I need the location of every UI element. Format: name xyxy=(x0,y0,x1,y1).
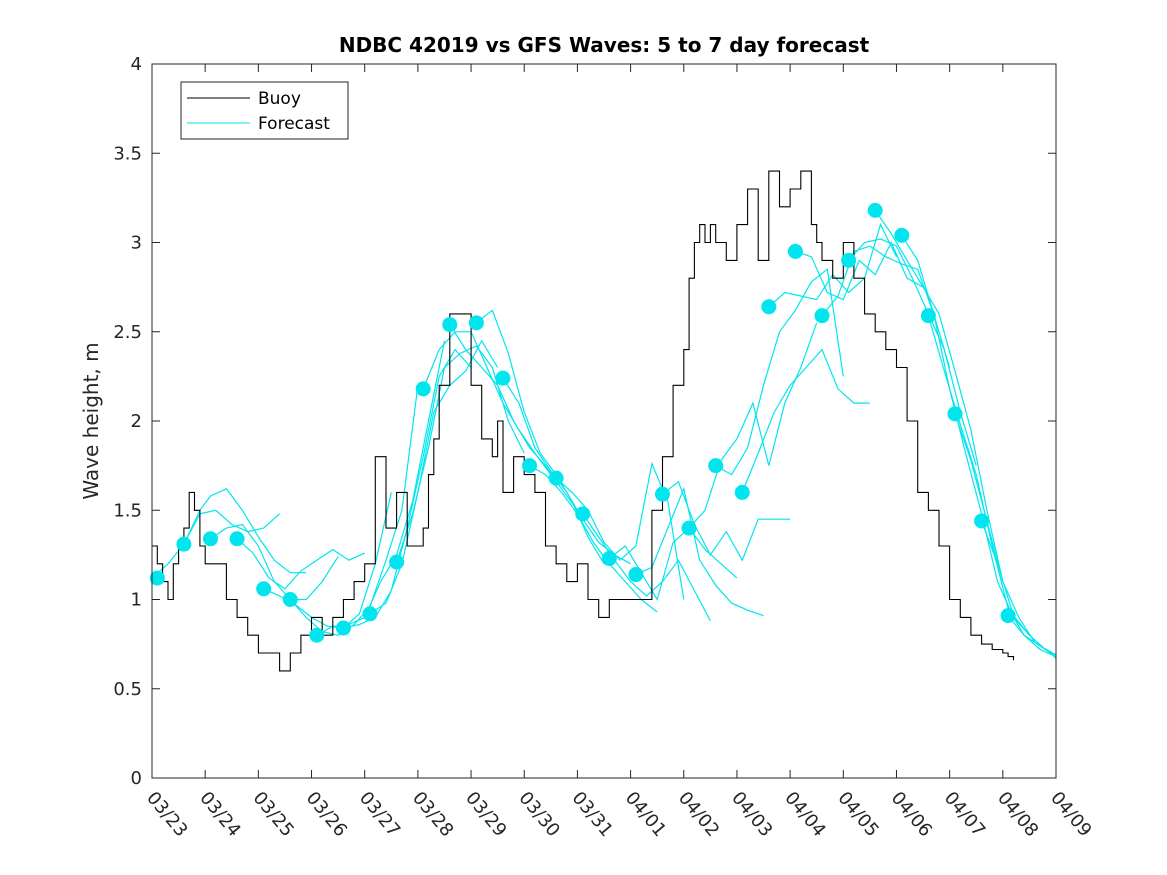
y-tick-label: 2 xyxy=(131,411,142,432)
forecast-line xyxy=(582,513,711,622)
legend-box xyxy=(180,81,349,140)
forecast-marker xyxy=(841,252,857,268)
forecast-marker xyxy=(176,536,192,552)
forecast-marker xyxy=(442,317,458,333)
forecast-marker xyxy=(867,202,883,218)
y-tick-label: 3 xyxy=(131,233,142,254)
forecast-line xyxy=(422,331,552,475)
forecast-marker xyxy=(415,381,431,397)
forecast-marker xyxy=(814,308,830,324)
forecast-line xyxy=(662,480,791,562)
forecast-marker xyxy=(309,627,325,643)
forecast-marker xyxy=(362,606,378,622)
forecast-marker xyxy=(654,486,670,502)
forecast-line xyxy=(927,315,1057,658)
forecast-marker xyxy=(734,484,750,500)
forecast-marker xyxy=(548,470,564,486)
y-axis-label: Wave height, m xyxy=(79,342,103,499)
forecast-marker xyxy=(468,315,484,331)
forecast-marker xyxy=(282,592,298,607)
forecast-marker xyxy=(522,458,538,474)
forecast-line xyxy=(151,509,281,579)
forecast-line xyxy=(741,348,870,493)
forecast-line xyxy=(502,377,631,565)
y-tick-label: 0 xyxy=(131,768,142,789)
forecast-line xyxy=(821,245,951,368)
y-tick-label: 2.5 xyxy=(113,322,142,343)
forecast-line xyxy=(874,210,1004,582)
y-tick-label: 4 xyxy=(131,54,142,75)
y-tick-label: 3.5 xyxy=(113,143,142,164)
legend: Buoy Forecast xyxy=(180,81,349,140)
forecast-line xyxy=(183,488,307,574)
plot-frame xyxy=(151,63,1057,779)
forecast-marker xyxy=(920,308,936,324)
forecast-line xyxy=(476,309,605,565)
forecast-line xyxy=(795,241,924,301)
forecast-marker xyxy=(202,531,218,547)
forecast-marker xyxy=(149,570,165,586)
legend-buoy-label: Buoy xyxy=(258,89,301,109)
forecast-marker xyxy=(256,581,272,597)
forecast-marker xyxy=(229,531,245,547)
plot-area xyxy=(152,64,1056,778)
chart-title: NDBC 42019 vs GFS Waves: 5 to 7 day fore… xyxy=(339,33,870,57)
forecast-marker xyxy=(681,520,697,536)
y-tick-label: 0.5 xyxy=(113,679,142,700)
forecast-line xyxy=(1007,615,1057,656)
forecast-marker xyxy=(761,299,777,315)
forecast-line xyxy=(715,268,844,476)
legend-forecast-label: Forecast xyxy=(258,114,330,134)
forecast-marker xyxy=(894,227,910,243)
forecast-marker xyxy=(787,243,803,259)
forecast-marker xyxy=(335,620,351,636)
forecast-marker xyxy=(601,550,617,566)
forecast-marker xyxy=(628,567,644,583)
forecast-marker xyxy=(495,370,511,386)
forecast-marker xyxy=(1000,608,1016,624)
forecast-marker xyxy=(389,554,405,570)
y-tick-label: 1.5 xyxy=(113,500,142,521)
forecast-marker xyxy=(708,458,724,474)
forecast-line xyxy=(635,486,764,617)
forecast-line xyxy=(981,520,1057,658)
forecast-line xyxy=(369,339,499,615)
forecast-marker xyxy=(974,513,990,529)
forecast-markers xyxy=(149,202,1016,643)
series-layer xyxy=(151,170,1057,672)
forecast-line xyxy=(901,235,1030,636)
forecast-marker xyxy=(575,506,591,522)
forecast-line xyxy=(848,238,977,466)
buoy-line xyxy=(152,170,1015,672)
y-tick-label: 1 xyxy=(131,590,142,611)
forecast-line xyxy=(608,527,738,602)
forecast-line xyxy=(236,538,365,590)
forecast-marker xyxy=(947,406,963,422)
